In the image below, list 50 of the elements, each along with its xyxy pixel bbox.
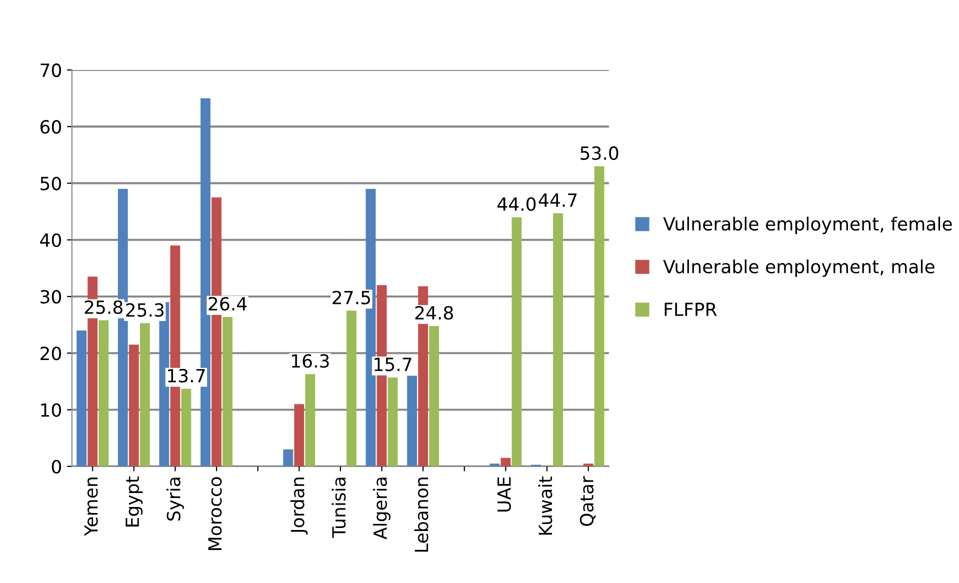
x-tick-label: Egypt <box>126 476 143 526</box>
bar <box>283 449 294 466</box>
legend-label: Vulnerable employment, female <box>663 216 952 234</box>
data-label: 44.0 <box>497 197 536 211</box>
bar <box>429 326 440 466</box>
data-label: 13.7 <box>168 368 205 383</box>
data-label: 53.0 <box>580 146 618 160</box>
bar <box>128 344 139 466</box>
data-label: 26.4 <box>208 296 247 311</box>
data-label: 27.5 <box>332 290 370 304</box>
x-tick-label: Kuwait <box>538 476 552 535</box>
y-tick-label: 50 <box>40 176 62 190</box>
data-label: 44.7 <box>538 194 577 207</box>
y-tick-label: 40 <box>40 233 62 247</box>
data-label: 25.3 <box>126 303 164 317</box>
x-tick-label: Yemen <box>84 478 98 536</box>
x-tick-label: Qatar <box>580 476 596 526</box>
bar <box>388 377 398 466</box>
bar <box>407 376 418 466</box>
data-label: 24.8 <box>415 306 453 320</box>
bar <box>305 374 316 466</box>
x-tick-label: Morocco <box>208 477 222 550</box>
y-tick-label: 30 <box>40 290 62 304</box>
y-tick-label: 70 <box>40 63 62 78</box>
bar <box>76 330 87 466</box>
bar <box>594 166 604 466</box>
x-tick-label: Algeria <box>373 478 390 540</box>
y-tick-label: 60 <box>40 120 62 134</box>
x-tick-label: Lebanon <box>414 478 428 552</box>
legend-label: Vulnerable employment, male <box>663 259 934 277</box>
data-label: 15.7 <box>374 358 412 372</box>
bar <box>553 213 563 466</box>
y-tick-label: 10 <box>41 403 62 417</box>
bar <box>140 323 150 466</box>
data-label: 16.3 <box>292 354 329 368</box>
data-label: 25.8 <box>84 300 122 314</box>
bar <box>294 404 304 466</box>
y-tick-label: 0 <box>52 460 62 474</box>
bar <box>500 458 511 466</box>
bar <box>181 388 192 466</box>
bar <box>512 217 522 466</box>
x-tick-label: Jordan <box>290 478 308 535</box>
x-tick-label: Syria <box>166 478 184 521</box>
bar <box>346 310 356 466</box>
y-tick-label: 20 <box>40 346 62 360</box>
x-tick-label: UAE <box>498 477 511 512</box>
bar <box>98 320 109 466</box>
legend-label: FLFPR <box>664 302 717 316</box>
x-tick-label: Tunisia <box>332 478 346 538</box>
bar <box>222 316 232 466</box>
